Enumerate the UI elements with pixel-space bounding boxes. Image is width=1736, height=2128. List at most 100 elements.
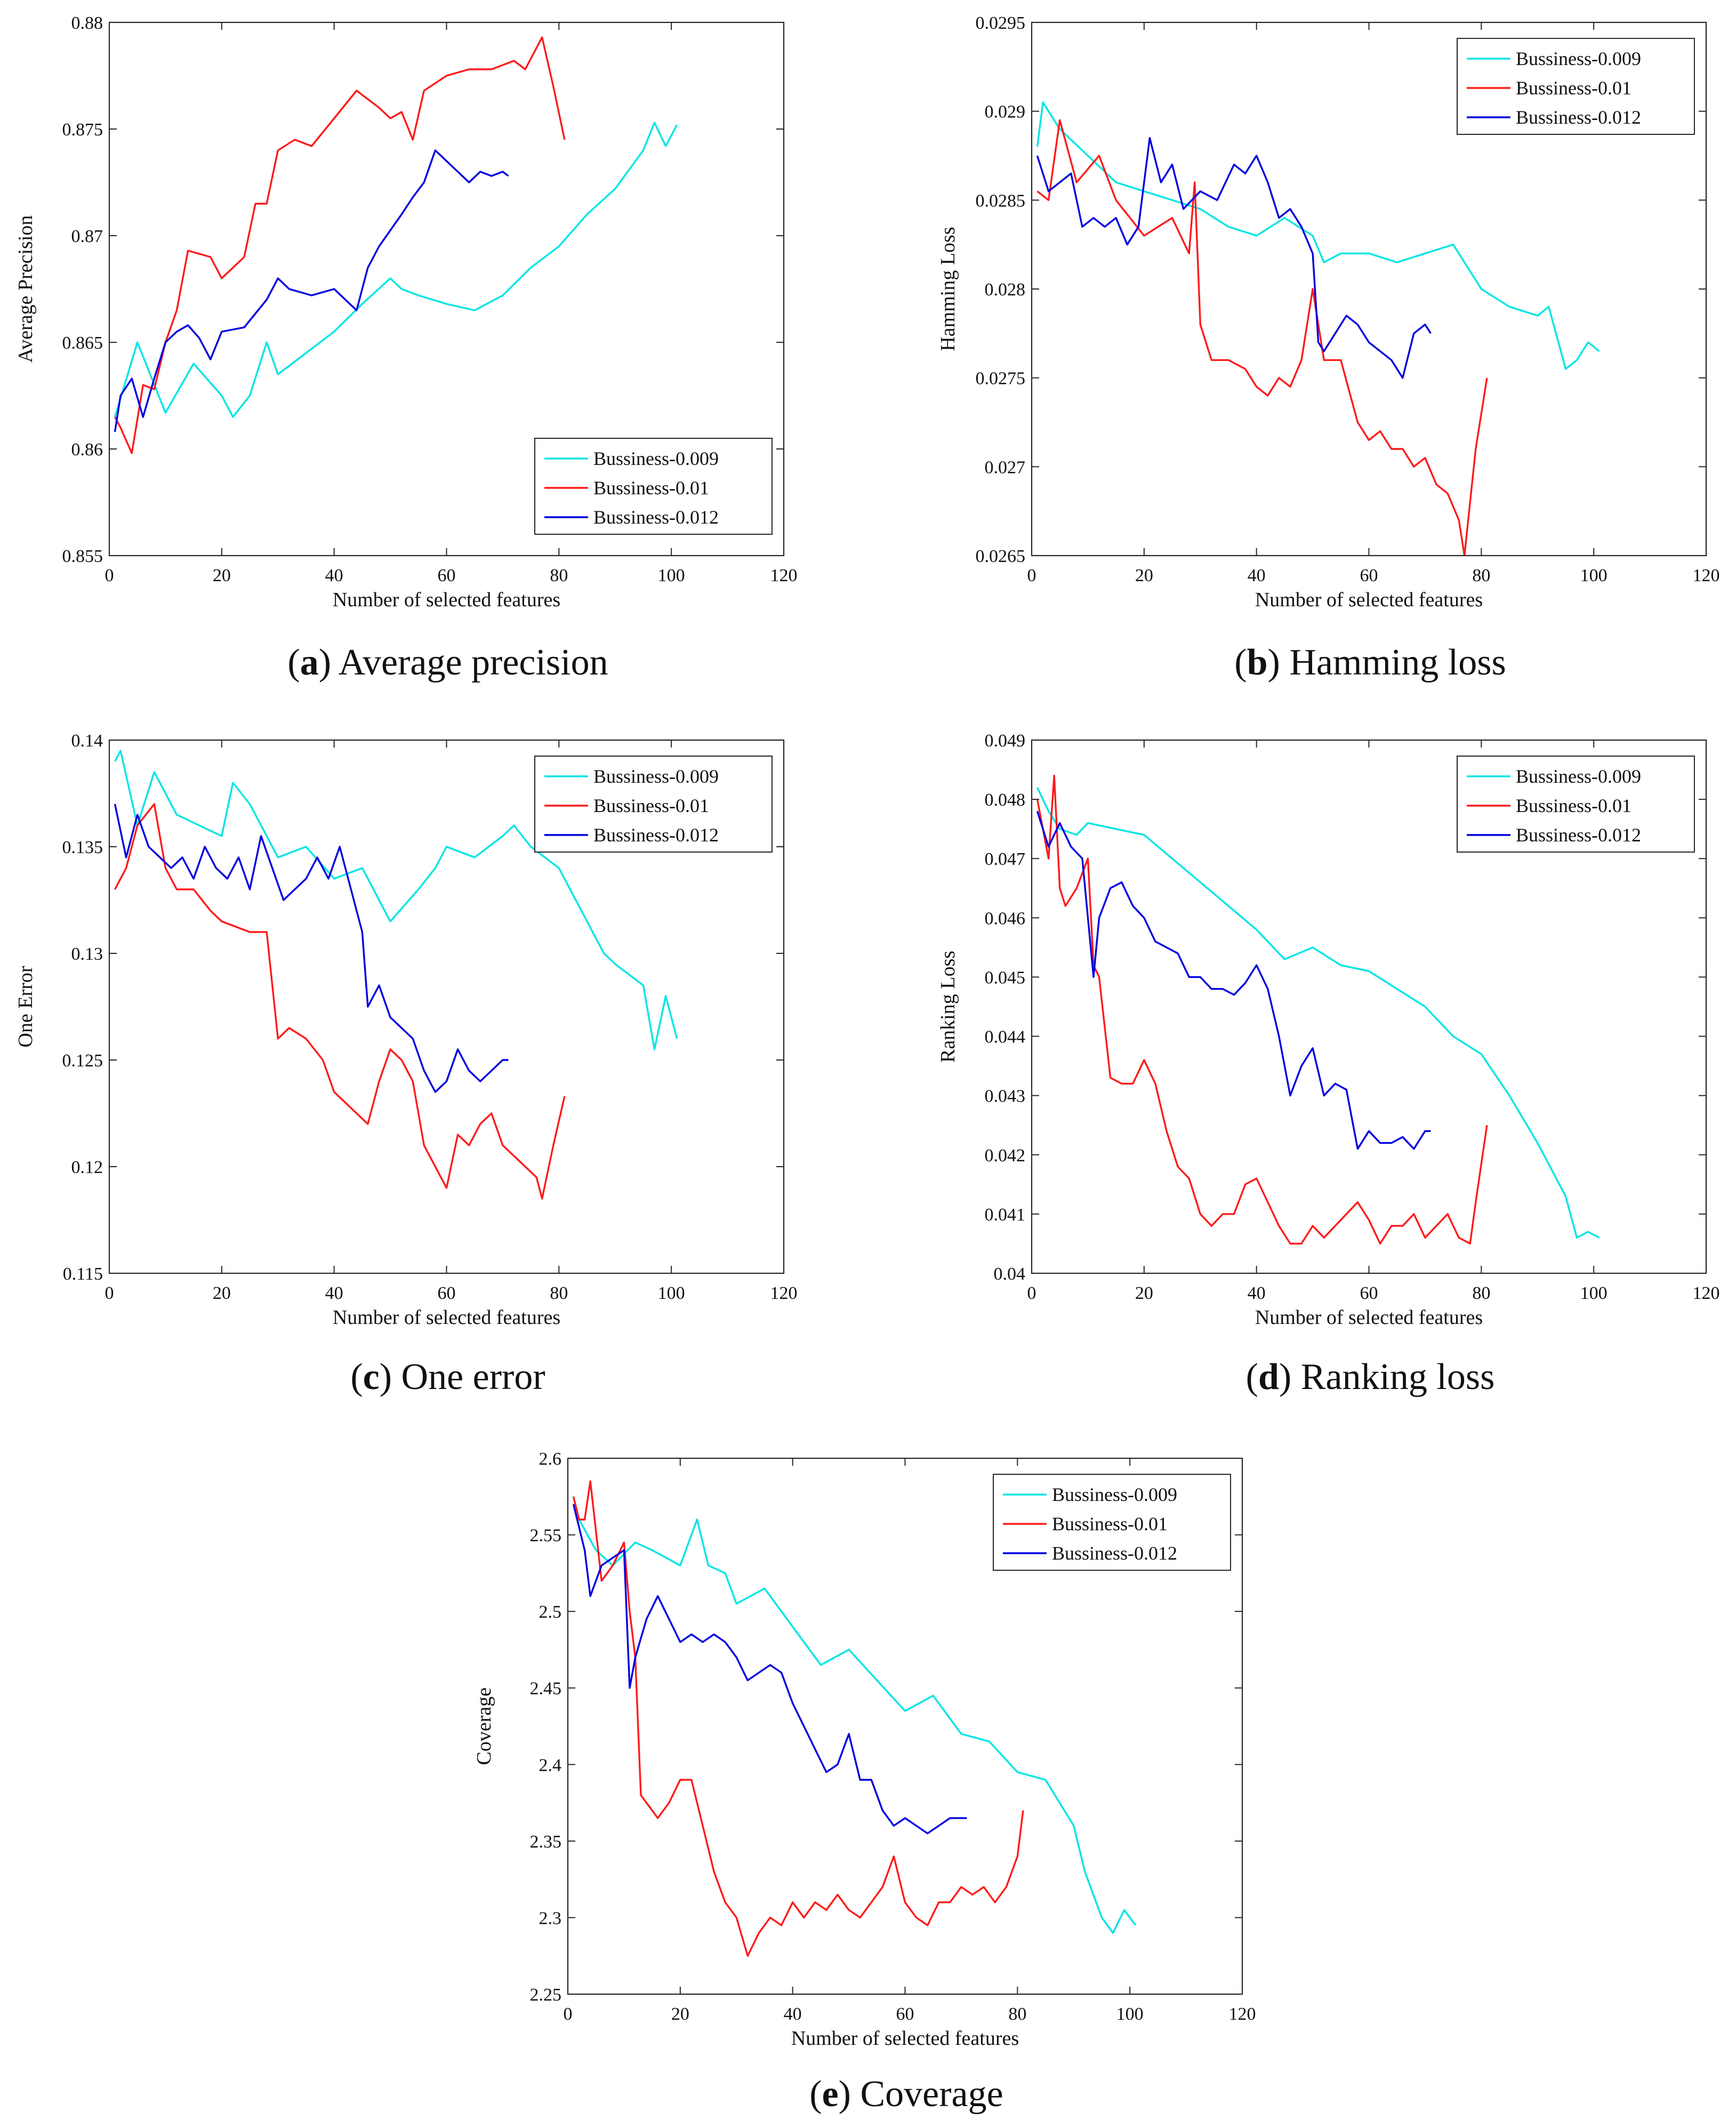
y-tick-label: 0.0265 bbox=[976, 547, 1026, 566]
caption-text: Coverage bbox=[860, 2074, 1003, 2115]
panel-caption: (e) Coverage bbox=[809, 2074, 1003, 2115]
y-tick-label: 0.0285 bbox=[976, 191, 1026, 211]
y-tick-label: 0.046 bbox=[985, 909, 1026, 928]
x-tick-label: 40 bbox=[784, 2004, 802, 2024]
x-tick-label: 60 bbox=[438, 566, 456, 585]
x-axis-label: Number of selected features bbox=[1255, 589, 1483, 611]
caption-close-paren: ) bbox=[319, 642, 339, 683]
chart-d: 0 20 40 60 80 100 120 0.04 0.041 0.042 0.043 0.044 0… bbox=[937, 731, 1720, 1398]
panel-caption: (b) Hamming loss bbox=[1234, 642, 1506, 683]
x-tick-label: 60 bbox=[438, 1283, 456, 1303]
series-line-1 bbox=[572, 1496, 1137, 1934]
y-axis-label: Average Precision bbox=[14, 215, 37, 363]
legend-box bbox=[534, 756, 773, 853]
legend: Bussiness-0.009 Bussiness-0.01 Bussiness-0… bbox=[1457, 38, 1695, 135]
y-tick-label: 0.044 bbox=[985, 1027, 1026, 1047]
y-tick-label: 0.029 bbox=[985, 102, 1026, 122]
caption-close-paren: ) bbox=[839, 2074, 861, 2115]
x-tick-label: 40 bbox=[325, 1283, 343, 1303]
legend-entry-2: Bussiness-0.01 bbox=[593, 477, 709, 499]
x-tick-label: 80 bbox=[1008, 2004, 1026, 2024]
y-axis-label: One Error bbox=[14, 966, 37, 1047]
caption-close-paren: ) bbox=[1279, 1356, 1301, 1398]
legend-entry-3: Bussiness-0.012 bbox=[593, 507, 719, 528]
x-tick-label: 20 bbox=[1135, 1283, 1153, 1303]
chart-a: 0 20 40 60 80 100 120 0.855 0.86 0.865 0.87 0.875 0.… bbox=[14, 13, 798, 683]
panel-caption: (a) Average precision bbox=[287, 642, 608, 683]
legend-entry-3: Bussiness-0.012 bbox=[593, 824, 719, 846]
y-tick-label: 0.875 bbox=[62, 120, 103, 140]
legend-entry-1: Bussiness-0.009 bbox=[1052, 1484, 1177, 1505]
series-line-2 bbox=[1036, 119, 1488, 556]
y-tick-label: 0.865 bbox=[62, 333, 103, 353]
panel-caption: (d) Ranking loss bbox=[1246, 1356, 1495, 1398]
x-tick-label: 0 bbox=[105, 1283, 114, 1303]
legend-box bbox=[1457, 38, 1695, 135]
caption-open-paren: ( bbox=[350, 1356, 363, 1398]
caption-text: Hamming loss bbox=[1289, 642, 1506, 683]
y-tick-label: 0.12 bbox=[71, 1158, 103, 1177]
legend-entry-1: Bussiness-0.009 bbox=[593, 448, 719, 469]
y-tick-label: 0.042 bbox=[985, 1146, 1026, 1166]
x-tick-label: 40 bbox=[1248, 566, 1266, 585]
chart-c: 0 20 40 60 80 100 120 0.115 0.12 0.125 0.13 0.135 0.… bbox=[14, 731, 798, 1398]
y-tick-label: 0.86 bbox=[71, 440, 103, 460]
y-tick-label: 0.125 bbox=[62, 1051, 103, 1071]
x-tick-label: 40 bbox=[325, 566, 343, 585]
legend-entry-3: Bussiness-0.012 bbox=[1516, 107, 1641, 128]
y-tick-label: 2.35 bbox=[530, 1832, 562, 1852]
y-tick-label: 0.049 bbox=[985, 731, 1026, 751]
series-line-3 bbox=[572, 1504, 967, 1835]
x-tick-label: 80 bbox=[550, 566, 568, 585]
series-line-1 bbox=[114, 750, 678, 1050]
x-tick-label: 80 bbox=[550, 1283, 568, 1303]
y-tick-label: 2.25 bbox=[530, 1985, 562, 2005]
x-tick-label: 100 bbox=[1116, 2004, 1144, 2024]
caption-letter: b bbox=[1247, 642, 1268, 683]
legend: Bussiness-0.009 Bussiness-0.01 Bussiness-0… bbox=[534, 438, 773, 535]
caption-open-paren: ( bbox=[1234, 642, 1247, 683]
series-line-3 bbox=[1036, 137, 1432, 379]
legend-entry-2: Bussiness-0.01 bbox=[1052, 1513, 1168, 1535]
y-tick-label: 0.041 bbox=[985, 1205, 1026, 1225]
y-tick-label: 2.45 bbox=[530, 1679, 562, 1699]
series-line-1 bbox=[1036, 787, 1600, 1239]
chart-b: 0 20 40 60 80 100 120 0.0265 0.027 0.0275 0.028 0.0… bbox=[937, 13, 1720, 683]
y-axis-label: Ranking Loss bbox=[937, 951, 959, 1063]
y-tick-label: 0.028 bbox=[985, 280, 1026, 300]
x-tick-label: 0 bbox=[1027, 566, 1036, 585]
caption-open-paren: ( bbox=[809, 2074, 822, 2115]
y-tick-label: 0.027 bbox=[985, 457, 1026, 477]
series-line-2 bbox=[114, 803, 566, 1200]
y-tick-label: 2.55 bbox=[530, 1526, 562, 1546]
legend-box bbox=[534, 438, 773, 535]
y-tick-label: 0.043 bbox=[985, 1087, 1026, 1106]
y-tick-label: 2.4 bbox=[539, 1755, 562, 1775]
legend-entry-2: Bussiness-0.01 bbox=[1516, 77, 1631, 99]
x-tick-label: 120 bbox=[1693, 566, 1720, 585]
chart-e: 0 20 40 60 80 100 120 2.25 2.3 2.35 2.4 2.45 2.5 2.55… bbox=[473, 1449, 1256, 2115]
legend-entry-2: Bussiness-0.01 bbox=[593, 795, 709, 816]
legend: Bussiness-0.009 Bussiness-0.01 Bussiness-0… bbox=[993, 1474, 1231, 1571]
caption-close-paren: ) bbox=[1268, 642, 1290, 683]
series-line-1 bbox=[114, 122, 678, 418]
x-tick-label: 60 bbox=[1360, 1283, 1378, 1303]
y-tick-label: 2.6 bbox=[539, 1449, 562, 1469]
x-tick-label: 100 bbox=[658, 566, 685, 585]
panel-caption: (c) One error bbox=[350, 1356, 545, 1398]
caption-text: One error bbox=[401, 1356, 545, 1398]
legend-entry-3: Bussiness-0.012 bbox=[1052, 1543, 1177, 1564]
legend-entry-2: Bussiness-0.01 bbox=[1516, 795, 1631, 816]
y-tick-label: 0.047 bbox=[985, 849, 1026, 869]
y-tick-label: 0.0295 bbox=[976, 13, 1026, 33]
y-tick-label: 0.14 bbox=[71, 731, 103, 751]
y-tick-label: 0.88 bbox=[71, 13, 103, 33]
x-axis-label: Number of selected features bbox=[1255, 1306, 1483, 1329]
series-line-3 bbox=[114, 804, 509, 1093]
legend-box bbox=[1457, 756, 1695, 853]
y-tick-label: 0.04 bbox=[994, 1264, 1026, 1284]
y-tick-label: 2.5 bbox=[539, 1602, 562, 1622]
caption-text: Ranking loss bbox=[1301, 1356, 1495, 1398]
caption-letter: d bbox=[1258, 1356, 1279, 1398]
